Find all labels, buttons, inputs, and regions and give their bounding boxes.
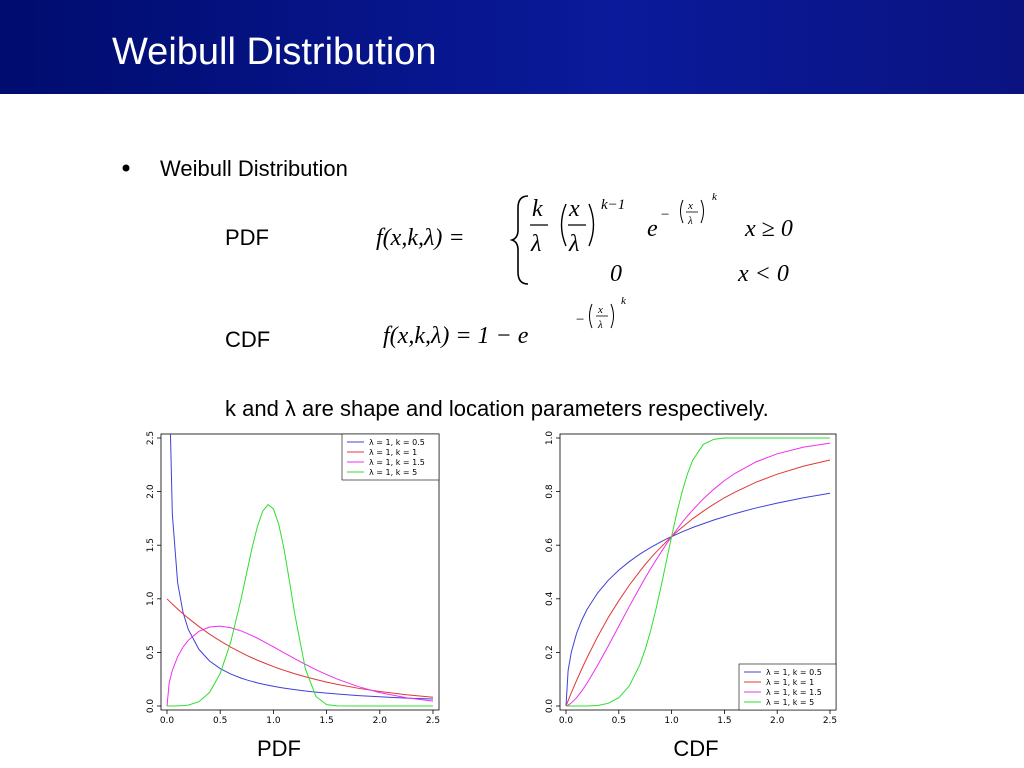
x-tick-label: 1.5: [319, 716, 333, 726]
x-tick-label: 1.0: [664, 716, 679, 726]
legend-label: λ = 1, k = 0.5: [766, 668, 822, 677]
formula-text: λ: [568, 231, 579, 257]
formula-text: k: [532, 196, 543, 222]
plot-lines: [565, 437, 831, 707]
y-tick-label: 1.5: [146, 538, 156, 552]
y-tick-label: 1.0: [545, 431, 555, 446]
bullet-dot: [122, 164, 130, 172]
paren: [700, 199, 704, 224]
series-line: [166, 625, 434, 707]
y-tick-label: 0.2: [545, 645, 555, 659]
x-tick-label: 0.0: [559, 716, 574, 726]
pdf-label: PDF: [225, 225, 269, 250]
formula-text: k: [621, 295, 627, 307]
x-tick-label: 0.5: [213, 716, 227, 726]
x-tick-label: 1.0: [266, 716, 281, 726]
legend: λ = 1, k = 0.5λ = 1, k = 1λ = 1, k = 1.5…: [341, 433, 440, 481]
y-tick-label: 0.8: [545, 484, 555, 499]
x-tick-label: 2.0: [373, 716, 388, 726]
y-tick-label: 2.0: [146, 484, 156, 499]
y-tick-label: 0.5: [146, 645, 156, 659]
series-line: [166, 598, 434, 698]
plot-frame: [160, 433, 440, 711]
formula-text: 0: [610, 261, 622, 287]
formula-text: f(x,k,λ) = 1 − e: [383, 323, 529, 349]
formula-text: x ≥ 0: [744, 216, 793, 242]
legend-label: λ = 1, k = 5: [766, 698, 814, 707]
plot-frame: [559, 433, 837, 711]
formula-text: k: [712, 191, 718, 203]
y-tick-label: 0.4: [545, 591, 555, 606]
legend: λ = 1, k = 0.5λ = 1, k = 1λ = 1, k = 1.5…: [738, 663, 837, 711]
formula-text: x < 0: [737, 261, 789, 287]
series-line: [565, 442, 831, 707]
brace: [509, 195, 529, 285]
series-line: [565, 459, 831, 707]
chart-caption: CDF: [673, 736, 718, 761]
formula-text: λ: [687, 215, 693, 227]
plot-lines: [166, 434, 434, 707]
slide-title: Weibull Distribution: [112, 31, 437, 73]
formula-text: k−1: [601, 197, 625, 213]
formula-text: λ: [597, 319, 603, 331]
legend-label: λ = 1, k = 1.5: [369, 458, 425, 467]
series-line: [169, 434, 434, 700]
formula-text: x: [687, 200, 693, 212]
legend-label: λ = 1, k = 1: [369, 448, 417, 457]
x-tick-label: 0.5: [612, 716, 626, 726]
legend-label: λ = 1, k = 5: [369, 468, 417, 477]
note: k and λ are shape and location parameter…: [225, 396, 769, 421]
cdf-label: CDF: [225, 327, 270, 352]
paren: [560, 203, 567, 247]
paren: [610, 303, 614, 329]
bullet-text: Weibull Distribution: [160, 156, 348, 181]
y-tick-label: 1.0: [146, 591, 156, 606]
series-line: [167, 503, 433, 707]
y-tick-label: 0.6: [545, 538, 555, 553]
series-line: [565, 492, 831, 707]
legend-label: λ = 1, k = 1.5: [766, 688, 822, 697]
formula-text: f(x,k,λ) =: [376, 225, 465, 251]
chart-caption: PDF: [257, 736, 301, 761]
formula-text: −: [575, 312, 585, 328]
x-tick-label: 1.5: [717, 716, 731, 726]
y-tick-label: 0.0: [146, 699, 156, 714]
header-bar: [0, 0, 1024, 94]
formula-text: x: [597, 304, 603, 316]
x-tick-label: 0.0: [160, 716, 175, 726]
paren: [680, 199, 684, 224]
series-line: [566, 437, 830, 707]
x-tick-label: 2.5: [823, 716, 837, 726]
formula-text: −: [660, 207, 670, 223]
paren: [589, 303, 593, 329]
x-tick-label: 2.0: [770, 716, 785, 726]
paren: [588, 203, 595, 247]
legend-label: λ = 1, k = 0.5: [369, 438, 425, 447]
formula-text: e: [647, 216, 658, 242]
y-tick-label: 0.0: [545, 699, 555, 714]
y-tick-label: 2.5: [146, 431, 156, 445]
x-tick-label: 2.5: [426, 716, 440, 726]
legend-label: λ = 1, k = 1: [766, 678, 814, 687]
formula-text: λ: [530, 231, 541, 257]
formula-text: x: [568, 196, 580, 222]
